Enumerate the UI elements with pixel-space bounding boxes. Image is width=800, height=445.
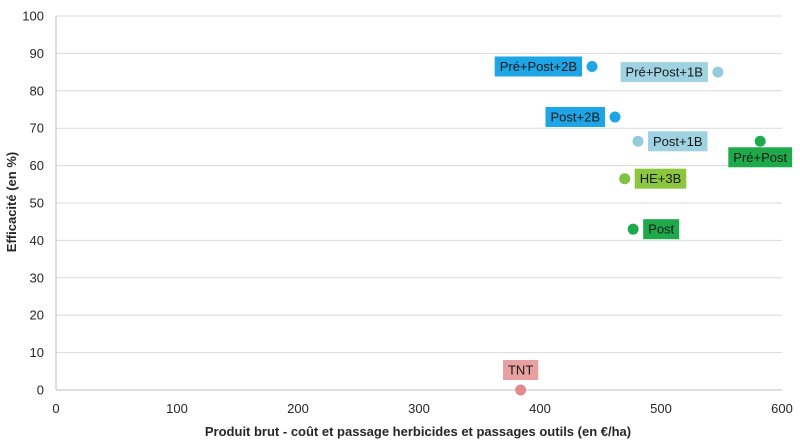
data-label-box <box>728 147 793 168</box>
data-label: Pré+Post+1B <box>620 62 708 83</box>
x-tick-label: 600 <box>771 401 793 416</box>
data-label-box <box>634 168 687 189</box>
data-label: Pré+Post <box>728 147 793 168</box>
data-label-box <box>648 131 708 152</box>
data-point <box>712 66 724 78</box>
data-label: Post+1B <box>648 131 708 152</box>
data-point <box>619 173 631 185</box>
data-label-text: HE+3B <box>640 171 682 186</box>
data-label-text: Pré+Post+1B <box>626 65 703 80</box>
data-label-text: Post+1B <box>653 134 703 149</box>
x-tick-label: 400 <box>529 401 551 416</box>
data-label-text: Post+2B <box>551 109 601 124</box>
y-tick-label: 40 <box>30 233 44 248</box>
axes <box>55 16 782 391</box>
y-tick-label: 0 <box>37 383 44 398</box>
y-axis-title: Efficacité (en %) <box>4 152 19 252</box>
x-tick-label: 200 <box>287 401 309 416</box>
y-tick-label: 10 <box>30 345 44 360</box>
data-label: Post <box>643 219 680 240</box>
data-points <box>515 60 766 396</box>
data-point <box>632 135 644 147</box>
data-point <box>627 223 639 235</box>
data-label: HE+3B <box>634 168 687 189</box>
data-label: Pré+Post+2B <box>494 56 583 77</box>
data-label-box <box>620 62 708 83</box>
gridlines <box>56 15 782 354</box>
y-tick-label: 70 <box>30 121 44 136</box>
data-label-text: Pré+Post <box>733 150 787 165</box>
data-point <box>515 384 527 396</box>
data-point <box>586 60 598 72</box>
y-tick-label: 60 <box>30 158 44 173</box>
x-tick-label: 500 <box>650 401 672 416</box>
y-tick-label: 20 <box>30 308 44 323</box>
y-tick-label: 90 <box>30 46 44 61</box>
y-tick-label: 30 <box>30 270 44 285</box>
data-point <box>609 111 621 123</box>
data-label-text: Post <box>648 222 674 237</box>
data-label-text: Pré+Post+2B <box>500 59 577 74</box>
tick-labels: 0 10 20 30 40 50 60 70 80 90 100 0 100 200 300 400 500 60… <box>22 9 793 417</box>
data-label-box <box>643 219 680 240</box>
y-tick-label: 50 <box>30 196 44 211</box>
data-point <box>754 135 766 147</box>
y-tick-label: 100 <box>22 9 44 24</box>
data-label: TNT <box>502 360 539 380</box>
x-tick-label: 100 <box>166 401 188 416</box>
data-label-box <box>502 360 539 380</box>
y-tick-label: 80 <box>30 83 44 98</box>
point-labels: TNT Post HE+3B Post+1B Pré+Post Post+2B Pré+Po… <box>494 56 793 380</box>
x-tick-label: 0 <box>52 401 59 416</box>
x-tick-label: 300 <box>408 401 430 416</box>
data-label-text: TNT <box>508 363 533 378</box>
data-label-box <box>545 106 606 127</box>
x-axis-title: Produit brut - coût et passage herbicide… <box>205 424 631 439</box>
data-label-box <box>494 56 583 77</box>
data-label: Post+2B <box>545 106 606 127</box>
